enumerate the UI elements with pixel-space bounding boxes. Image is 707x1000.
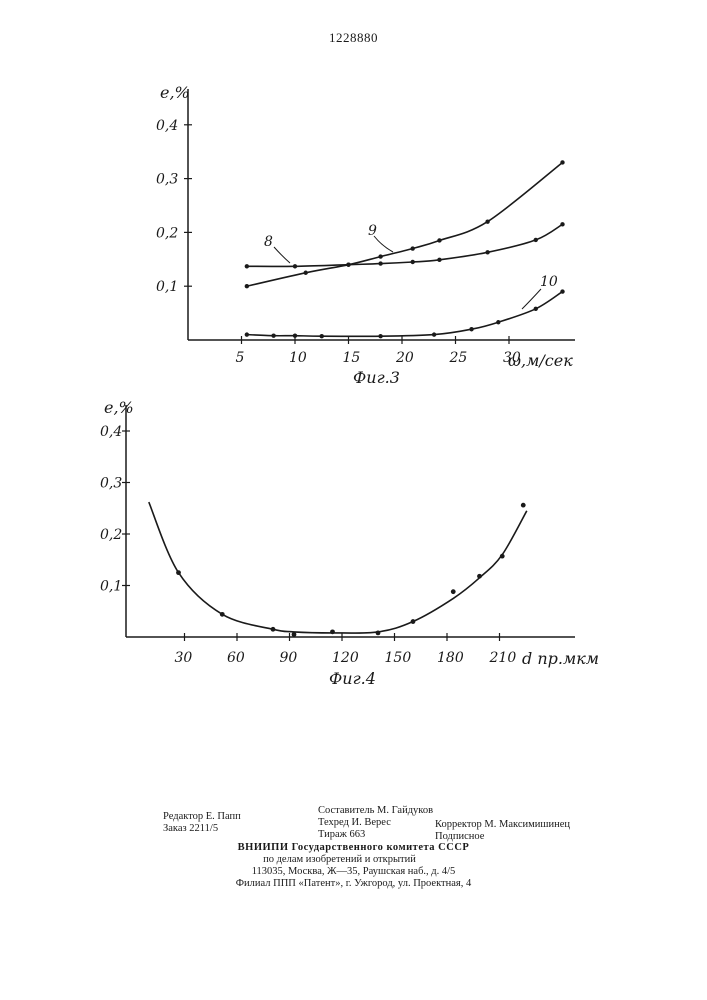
fig4-y-axis-label: e,%: [104, 398, 134, 417]
fig4-x-tick-label: 30: [175, 650, 193, 666]
series-8-point: [245, 264, 249, 268]
fig3-x-tick-label: 30: [503, 350, 521, 366]
series-10-point: [534, 307, 538, 311]
fig3-x-tick-label: 20: [395, 350, 414, 366]
fig4-y-tick-label: 0,1: [100, 579, 122, 595]
series-10-point: [378, 334, 382, 338]
fig4-caption: Фиг.4: [329, 669, 376, 688]
series-8-point: [378, 261, 382, 265]
series-10-point: [469, 327, 473, 331]
fig4-x-tick-label: 90: [280, 650, 298, 666]
imprint-editor: Редактор Е. Папп: [163, 811, 241, 823]
series-10-label: 10: [540, 274, 558, 290]
fig4-data-point: [451, 589, 456, 594]
series-9-point: [485, 219, 489, 223]
fig3-x-tick-label: 25: [449, 350, 468, 366]
series-9-point: [437, 238, 441, 242]
figure-3-chart: e,% ω,м/сек Фиг.3 510152025300,10,20,30,…: [156, 83, 575, 387]
imprint-org-line2: по делам изобретений и открытий: [0, 854, 693, 866]
series-10-point: [320, 334, 324, 338]
fig3-y-tick-label: 0,2: [156, 225, 178, 241]
series-10-point: [432, 332, 436, 336]
fig4-data-point: [176, 570, 181, 575]
imprint-branch: Филиал ППП «Патент», г. Ужгород, ул. Про…: [0, 878, 707, 890]
fig4-x-tick-label: 60: [227, 650, 245, 666]
series-10-point: [496, 320, 500, 324]
fig4-data-point: [500, 554, 505, 559]
fig3-x-tick-label: 10: [289, 350, 307, 366]
series-10-point: [271, 333, 275, 337]
imprint-address: 113035, Москва, Ж—35, Раушская наб., д. …: [0, 866, 707, 878]
fig3-y-tick-label: 0,1: [156, 279, 178, 295]
imprint-org-line1: ВНИИПИ Государственного комитета СССР: [0, 842, 707, 854]
imprint-order: Заказ 2211/5: [163, 823, 218, 835]
series-9-point: [245, 284, 249, 288]
series-9-point: [346, 262, 350, 266]
series-10-point: [245, 332, 249, 336]
series-8-point: [411, 260, 415, 264]
fig4-x-tick-label: 210: [489, 650, 517, 666]
fig4-data-point: [411, 619, 416, 624]
series-9-point: [560, 160, 564, 164]
series-8-label: 8: [264, 234, 273, 250]
fig4-x-axis-label: d пр.мкм: [522, 649, 599, 668]
fig4-data-point: [292, 632, 297, 637]
series-8-line: [247, 224, 563, 266]
fig4-x-tick-label: 120: [332, 650, 359, 666]
fig4-x-tick-label: 180: [437, 650, 464, 666]
series-10-leader: [522, 289, 541, 309]
fig4-x-tick-label: 150: [385, 650, 412, 666]
fig4-y-tick-label: 0,3: [100, 476, 122, 492]
fig4-data-point: [330, 629, 335, 634]
imprint-circulation: Тираж 663: [318, 829, 365, 841]
fig4-data-point: [271, 627, 276, 632]
imprint-corrector: Корректор М. Максимишинец: [435, 819, 570, 831]
fig4-fitted-curve: [149, 502, 527, 633]
series-8-point: [534, 238, 538, 242]
fig4-y-tick-label: 0,4: [100, 424, 122, 440]
fig3-x-tick-label: 15: [343, 350, 361, 366]
series-9-point: [378, 254, 382, 258]
figure-4-chart: e,% d пр.мкм Фиг.4 30 60 90 120 150 180 210 0,1…: [100, 398, 599, 688]
series-8-point: [560, 222, 564, 226]
fig4-y-tick-label: 0,2: [100, 527, 122, 543]
series-8-leader: [274, 247, 290, 263]
fig3-y-axis-label: e,%: [160, 83, 190, 102]
fig4-data-point: [376, 630, 381, 635]
fig3-caption: Фиг.3: [353, 368, 400, 387]
series-8-point: [485, 250, 489, 254]
fig3-y-tick-label: 0,3: [156, 172, 178, 188]
fig3-y-tick-label: 0,4: [156, 118, 178, 134]
imprint-techred: Техред И. Верес: [318, 817, 391, 829]
fig4-data-point: [220, 612, 225, 617]
series-10-line: [247, 292, 563, 337]
imprint-compiler: Составитель М. Гайдуков: [318, 805, 433, 817]
series-9-point: [304, 271, 308, 275]
fig4-data-point: [477, 574, 482, 579]
series-10-point: [560, 289, 564, 293]
series-10-point: [293, 333, 297, 337]
fig4-data-point: [521, 503, 526, 508]
fig3-x-tick-label: 5: [236, 350, 245, 366]
series-9-label: 9: [368, 223, 377, 239]
series-9-point: [411, 246, 415, 250]
series-8-point: [293, 264, 297, 268]
series-8-point: [437, 258, 441, 262]
